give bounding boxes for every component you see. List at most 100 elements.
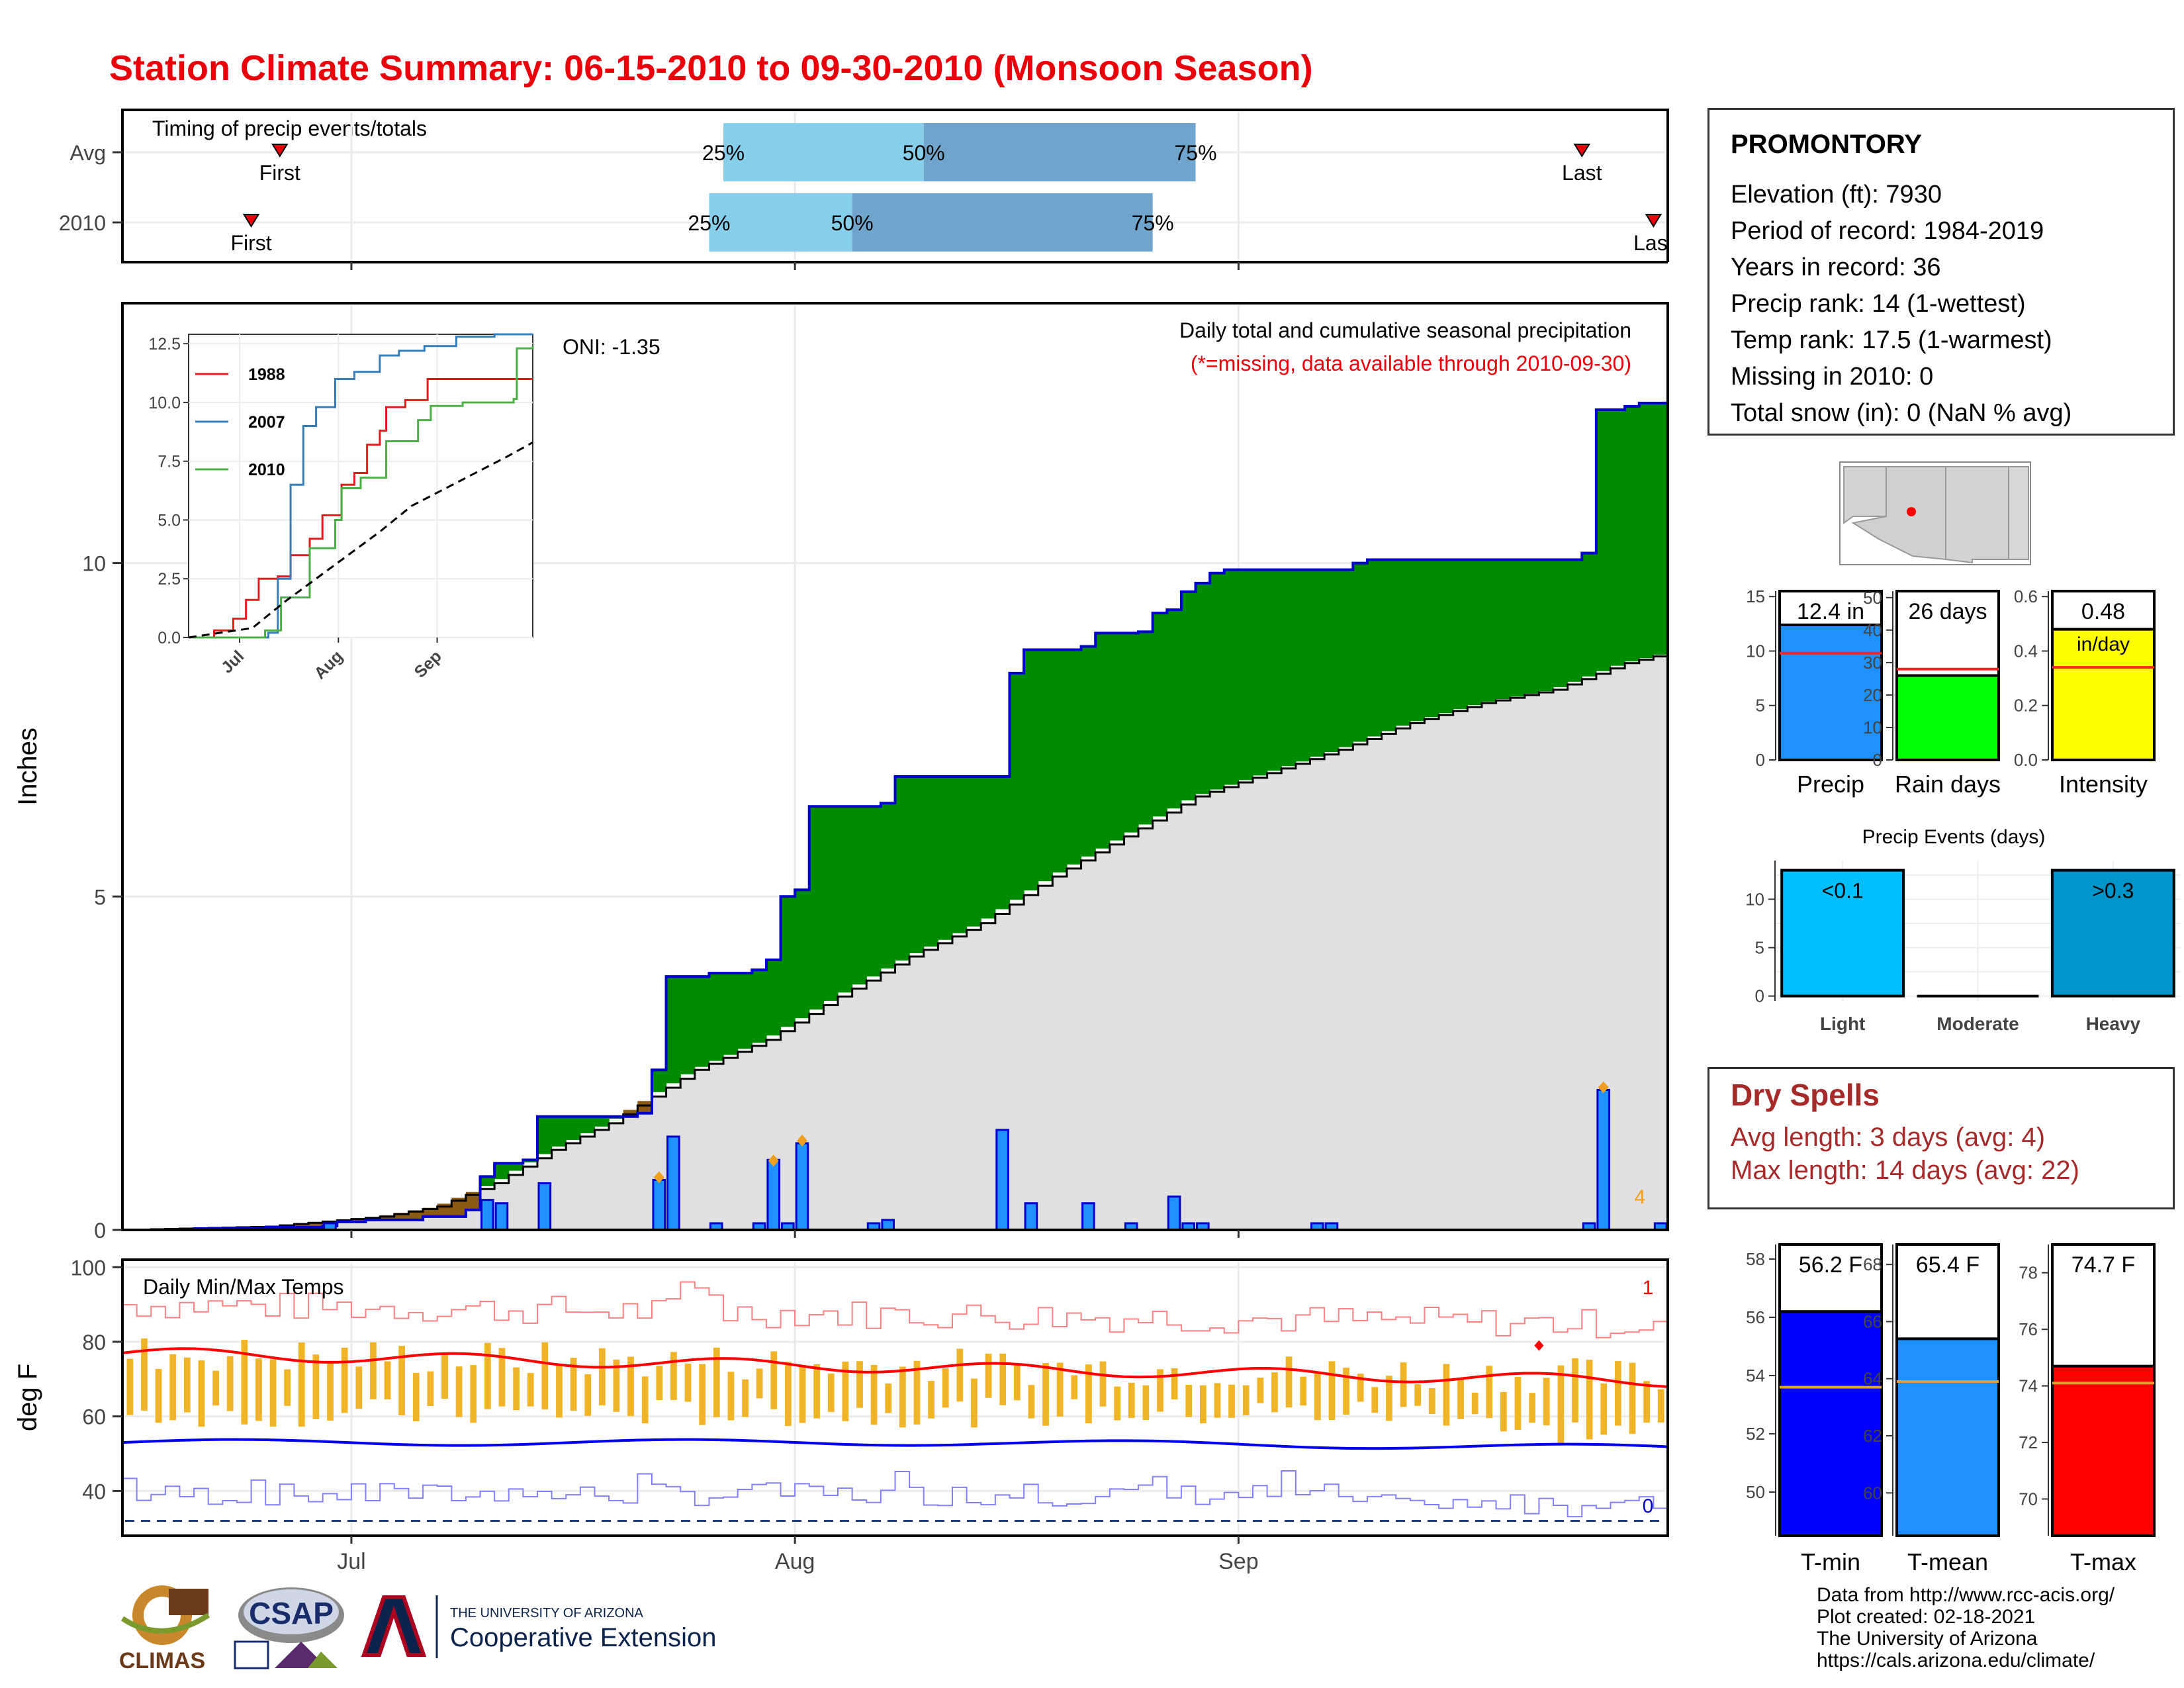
daily-temp-bar: [684, 1363, 692, 1402]
main-charts: Timing of precip events/totals Avg 25% 50%…: [13, 109, 1674, 1574]
avg-min-temp-line: [122, 1438, 1668, 1450]
daily-precip-bar: [1081, 1202, 1095, 1231]
surplus-area: [1496, 559, 1511, 700]
inset-ytick-label: 0.0: [158, 629, 181, 647]
deficit-area: [394, 1213, 410, 1220]
surplus-area: [995, 776, 1011, 910]
daily-temp-bar: [699, 1364, 706, 1425]
surplus-area: [1195, 583, 1210, 794]
mini-ytick-label: 0.6: [2014, 586, 2038, 606]
mini-ytick-label: 70: [2019, 1489, 2038, 1509]
station-years: Years in record: 36: [1731, 254, 1941, 281]
surplus-area: [1052, 649, 1068, 873]
svg-text:THE UNIVERSITY OF ARIZONA: THE UNIVERSITY OF ARIZONA: [450, 1606, 644, 1620]
precip-ytick-label: 0: [94, 1219, 106, 1243]
timing-q2-bar: [852, 193, 1153, 252]
mini-ytick-label: 56: [1746, 1307, 1765, 1327]
surplus-area: [952, 776, 968, 933]
daily-precip-bar: [795, 1142, 809, 1231]
mini-label-box: [1895, 590, 2000, 677]
surplus-area: [895, 776, 910, 961]
daily-temp-bar: [298, 1342, 305, 1427]
station-name: PROMONTORY: [1731, 130, 1922, 159]
daily-temp-bar: [813, 1364, 820, 1419]
deficit-area: [308, 1222, 324, 1227]
surplus-area: [551, 1116, 567, 1147]
daily-temp-bar: [1471, 1392, 1479, 1415]
surplus-area: [1553, 559, 1569, 687]
precip-ylabel: Inches: [13, 727, 42, 806]
surplus-area: [938, 776, 953, 940]
precip-chart: Daily total and cumulative seasonal prec…: [13, 302, 1669, 1243]
daily-temp-bar: [284, 1369, 291, 1406]
temp-background: [122, 1260, 1668, 1536]
daily-temp-bar: [799, 1364, 806, 1423]
daily-temp-bar: [470, 1365, 477, 1423]
station-location-marker: [1907, 507, 1916, 516]
surplus-area: [1295, 569, 1311, 762]
svg-text:CLIMAS: CLIMAS: [119, 1648, 205, 1673]
surplus-area: [1152, 613, 1167, 817]
daily-temp-bar: [1443, 1364, 1450, 1426]
daily-temp-bar: [1428, 1388, 1435, 1415]
svg-text:CSAP: CSAP: [249, 1596, 334, 1630]
cumulative-2010-line: [122, 401, 1668, 1231]
mini-ytick-label: 68: [1863, 1254, 1882, 1274]
daily-temp-bar: [1343, 1368, 1349, 1415]
deficit-area: [465, 1192, 481, 1210]
surplus-area: [1138, 632, 1154, 825]
surplus-area: [1367, 559, 1383, 737]
inset-ytick-label: 10.0: [148, 394, 181, 412]
events-bar: [2050, 868, 2175, 998]
temp-ytick-label: 100: [71, 1256, 106, 1280]
x-axis-month-label: Jul: [337, 1549, 365, 1574]
timing-row-label: Avg: [69, 141, 106, 165]
events-ytick-label: 5: [1755, 938, 1764, 958]
daily-temp-bar: [856, 1361, 863, 1408]
daily-precip-bar: [537, 1182, 552, 1231]
station-snow: Total snow (in): 0 (NaN % avg): [1731, 399, 2072, 427]
daily-temp-bar: [1185, 1385, 1193, 1417]
deficit-area: [351, 1218, 367, 1222]
daily-temp-bar: [1615, 1361, 1621, 1426]
daily-temp-bar: [556, 1366, 563, 1418]
inset-legend-label: 1988: [248, 365, 285, 384]
surplus-area: [1124, 633, 1139, 833]
daily-temp-bar: [942, 1368, 949, 1408]
surplus-area: [1610, 409, 1625, 666]
missing-marker: [1598, 1081, 1609, 1094]
surplus-area: [1453, 559, 1468, 710]
daily-temp-bar: [341, 1347, 348, 1413]
daily-temp-bar: [527, 1373, 534, 1407]
mini-ytick-label: 0.2: [2014, 696, 2038, 716]
mini-ytick-label: 66: [1863, 1311, 1882, 1331]
climas-logo: CLIMAS: [119, 1585, 210, 1673]
map-new-mexico: [1945, 466, 2009, 564]
inset-ytick-label: 12.5: [148, 335, 181, 353]
credit-url: https://cals.arizona.edu/climate/: [1817, 1650, 2095, 1671]
surplus-area: [1224, 569, 1239, 785]
surplus-area: [1639, 402, 1654, 659]
temp-bars-charts: 50 52 54 56 58 56.2 F T-min 60 62 64 66 68 65.4 F T-m…: [1746, 1243, 2158, 1575]
daily-temp-bar: [870, 1364, 878, 1425]
daily-temp-bar: [842, 1361, 849, 1421]
daily-temp-bar: [384, 1361, 391, 1399]
mini-ytick-label: 52: [1746, 1424, 1765, 1444]
mini-ytick-label: 0.0: [2014, 750, 2038, 770]
daily-precip-bar: [1167, 1196, 1181, 1231]
daily-temp-bar: [627, 1356, 634, 1417]
daily-temp-bar: [913, 1360, 921, 1425]
mini-label-box: [1778, 590, 1883, 626]
daily-temp-bar: [1271, 1372, 1278, 1413]
avg-max-temp-line: [122, 1347, 1668, 1388]
daily-temp-bar: [613, 1359, 620, 1412]
daily-temp-bar: [1643, 1381, 1650, 1423]
surplus-area: [838, 806, 853, 993]
timing-pct-label: 75%: [1175, 141, 1217, 165]
deficit-area: [380, 1215, 395, 1220]
surplus-area: [1353, 563, 1368, 742]
daily-temp-bar: [541, 1342, 549, 1410]
station-precip-rank: Precip rank: 14 (1-wettest): [1731, 290, 2026, 318]
mini-value-bar: [1895, 674, 2000, 761]
